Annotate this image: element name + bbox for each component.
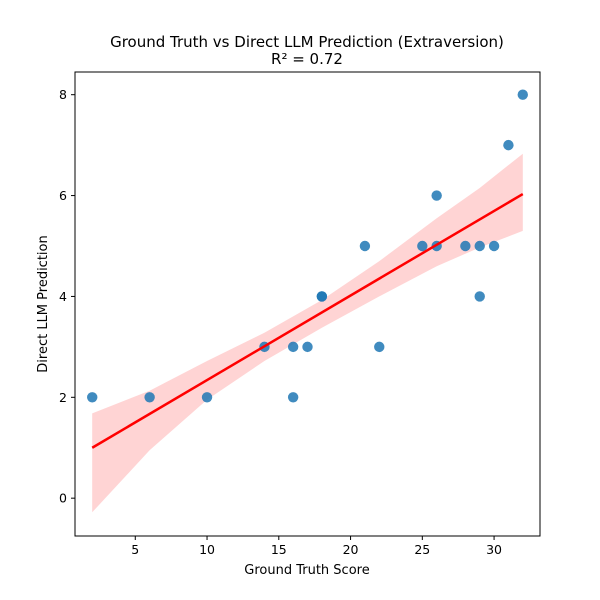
x-tick-label: 20	[343, 542, 359, 557]
x-tick-label: 15	[271, 542, 287, 557]
data-point	[316, 291, 328, 302]
regression-line	[91, 192, 524, 449]
data-point	[302, 341, 313, 353]
x-tick-label: 30	[486, 542, 502, 557]
data-point	[287, 392, 299, 403]
y-tick-label: 2	[59, 390, 67, 405]
chart-title: Ground Truth vs Direct LLM Prediction (E…	[110, 33, 504, 51]
x-tick-label: 25	[414, 542, 430, 557]
x-tick-label: 5	[131, 542, 139, 557]
x-tick-label: 10	[199, 542, 215, 557]
confidence-band	[92, 153, 523, 513]
data-point	[287, 341, 299, 353]
data-point	[144, 392, 155, 403]
data-point	[431, 190, 442, 201]
data-point	[503, 139, 514, 151]
y-axis-label: Direct LLM Prediction	[36, 235, 51, 372]
x-axis-label: Ground Truth Score	[244, 563, 369, 578]
plot-area: 5 10 15 20 25 30 0 2 4 6 8	[59, 71, 541, 557]
data-point	[359, 240, 371, 252]
data-point	[201, 392, 213, 403]
data-point	[474, 291, 485, 302]
data-point	[460, 240, 471, 252]
chart-subtitle: R² = 0.72	[271, 50, 343, 68]
y-tick-label: 8	[59, 87, 67, 102]
y-tick-label: 0	[59, 491, 67, 506]
data-point	[374, 341, 385, 353]
plot-frame	[74, 71, 541, 537]
data-point	[417, 240, 428, 252]
data-point	[87, 392, 98, 403]
y-tick-label: 4	[59, 289, 67, 304]
data-point	[517, 89, 528, 100]
y-tick-label: 6	[59, 188, 67, 203]
data-point	[474, 240, 485, 252]
data-point	[488, 240, 500, 252]
